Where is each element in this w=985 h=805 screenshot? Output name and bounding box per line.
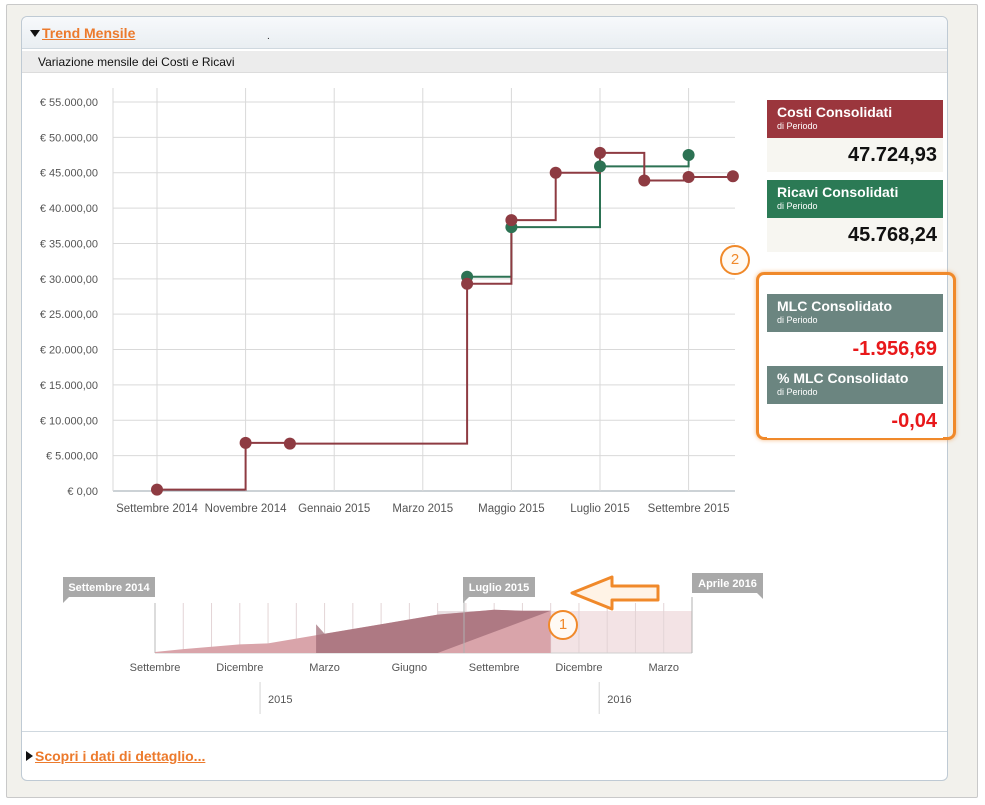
- costi-card-value: 47.724,93: [767, 138, 943, 172]
- navigator-end-flag-bg: [692, 573, 763, 593]
- navigator-year-label: 2015: [268, 694, 292, 706]
- mlc-card: MLC Consolidato di Periodo -1.956,69: [767, 294, 943, 366]
- chart-subtitle: Variazione mensile dei Costi e Ricavi: [38, 55, 235, 69]
- mlc-pct-card-subtitle: di Periodo: [777, 387, 818, 397]
- panel-header: Trend Mensile .: [22, 17, 947, 49]
- detail-link[interactable]: Scopri i dati di dettaglio...: [35, 748, 206, 764]
- navigator-selected-window[interactable]: [316, 609, 551, 653]
- navigator-month-label: Marzo: [309, 662, 340, 674]
- chart-subheader: Variazione mensile dei Costi e Ricavi: [22, 51, 947, 73]
- navigator-month-label: Dicembre: [216, 662, 263, 674]
- navigator-month-label: Settembre: [130, 662, 181, 674]
- navigator-end-flag[interactable]: Aprile 2016: [698, 578, 757, 590]
- costi-card-header: Costi Consolidati di Periodo: [767, 100, 943, 138]
- costi-card-subtitle: di Periodo: [777, 121, 818, 131]
- ricavi-card-header: Ricavi Consolidati di Periodo: [767, 180, 943, 218]
- navigator-year-label: 2016: [607, 694, 631, 706]
- highlight-box: [756, 272, 956, 440]
- mlc-card-header: MLC Consolidato di Periodo: [767, 294, 943, 332]
- navigator-month-label: Marzo: [648, 662, 679, 674]
- navigator-handle-flag-bg: [463, 577, 535, 597]
- annotation-badge-1: 1: [548, 610, 578, 640]
- navigator-handle-flag[interactable]: Luglio 2015: [469, 582, 530, 594]
- mlc-card-subtitle: di Periodo: [777, 315, 818, 325]
- mlc-pct-card-value: -0,04: [767, 404, 943, 438]
- mlc-pct-card-header: % MLC Consolidato di Periodo: [767, 366, 943, 404]
- ricavi-card-value: 45.768,24: [767, 218, 943, 252]
- ricavi-card-title: Ricavi Consolidati: [777, 184, 899, 200]
- mlc-card-title: MLC Consolidato: [777, 298, 893, 314]
- expand-triangle-icon[interactable]: [26, 751, 33, 761]
- mlc-pct-card: % MLC Consolidato di Periodo -0,04: [767, 366, 943, 438]
- trend-mensile-link[interactable]: Trend Mensile: [42, 25, 136, 41]
- footer-divider: [22, 731, 947, 732]
- mlc-pct-card-title: % MLC Consolidato: [777, 370, 909, 386]
- collapse-triangle-icon[interactable]: [30, 30, 40, 37]
- navigator-start-flag-bg: [63, 577, 155, 597]
- header-dot: .: [267, 31, 270, 42]
- navigator-month-label: Giugno: [392, 662, 427, 674]
- navigator-end-flag-pointer-icon: [757, 593, 763, 599]
- navigator-month-label: Dicembre: [555, 662, 602, 674]
- ricavi-card: Ricavi Consolidati di Periodo 45.768,24: [767, 180, 943, 252]
- navigator-start-flag-pointer-icon: [63, 597, 69, 603]
- navigator-month-label: Settembre: [469, 662, 520, 674]
- costi-card-title: Costi Consolidati: [777, 104, 893, 120]
- navigator-start-flag[interactable]: Settembre 2014: [68, 582, 150, 594]
- ricavi-card-subtitle: di Periodo: [777, 201, 818, 211]
- costi-card: Costi Consolidati di Periodo 47.724,93: [767, 100, 943, 172]
- mlc-card-value: -1.956,69: [767, 332, 943, 366]
- annotation-badge-2: 2: [720, 245, 750, 275]
